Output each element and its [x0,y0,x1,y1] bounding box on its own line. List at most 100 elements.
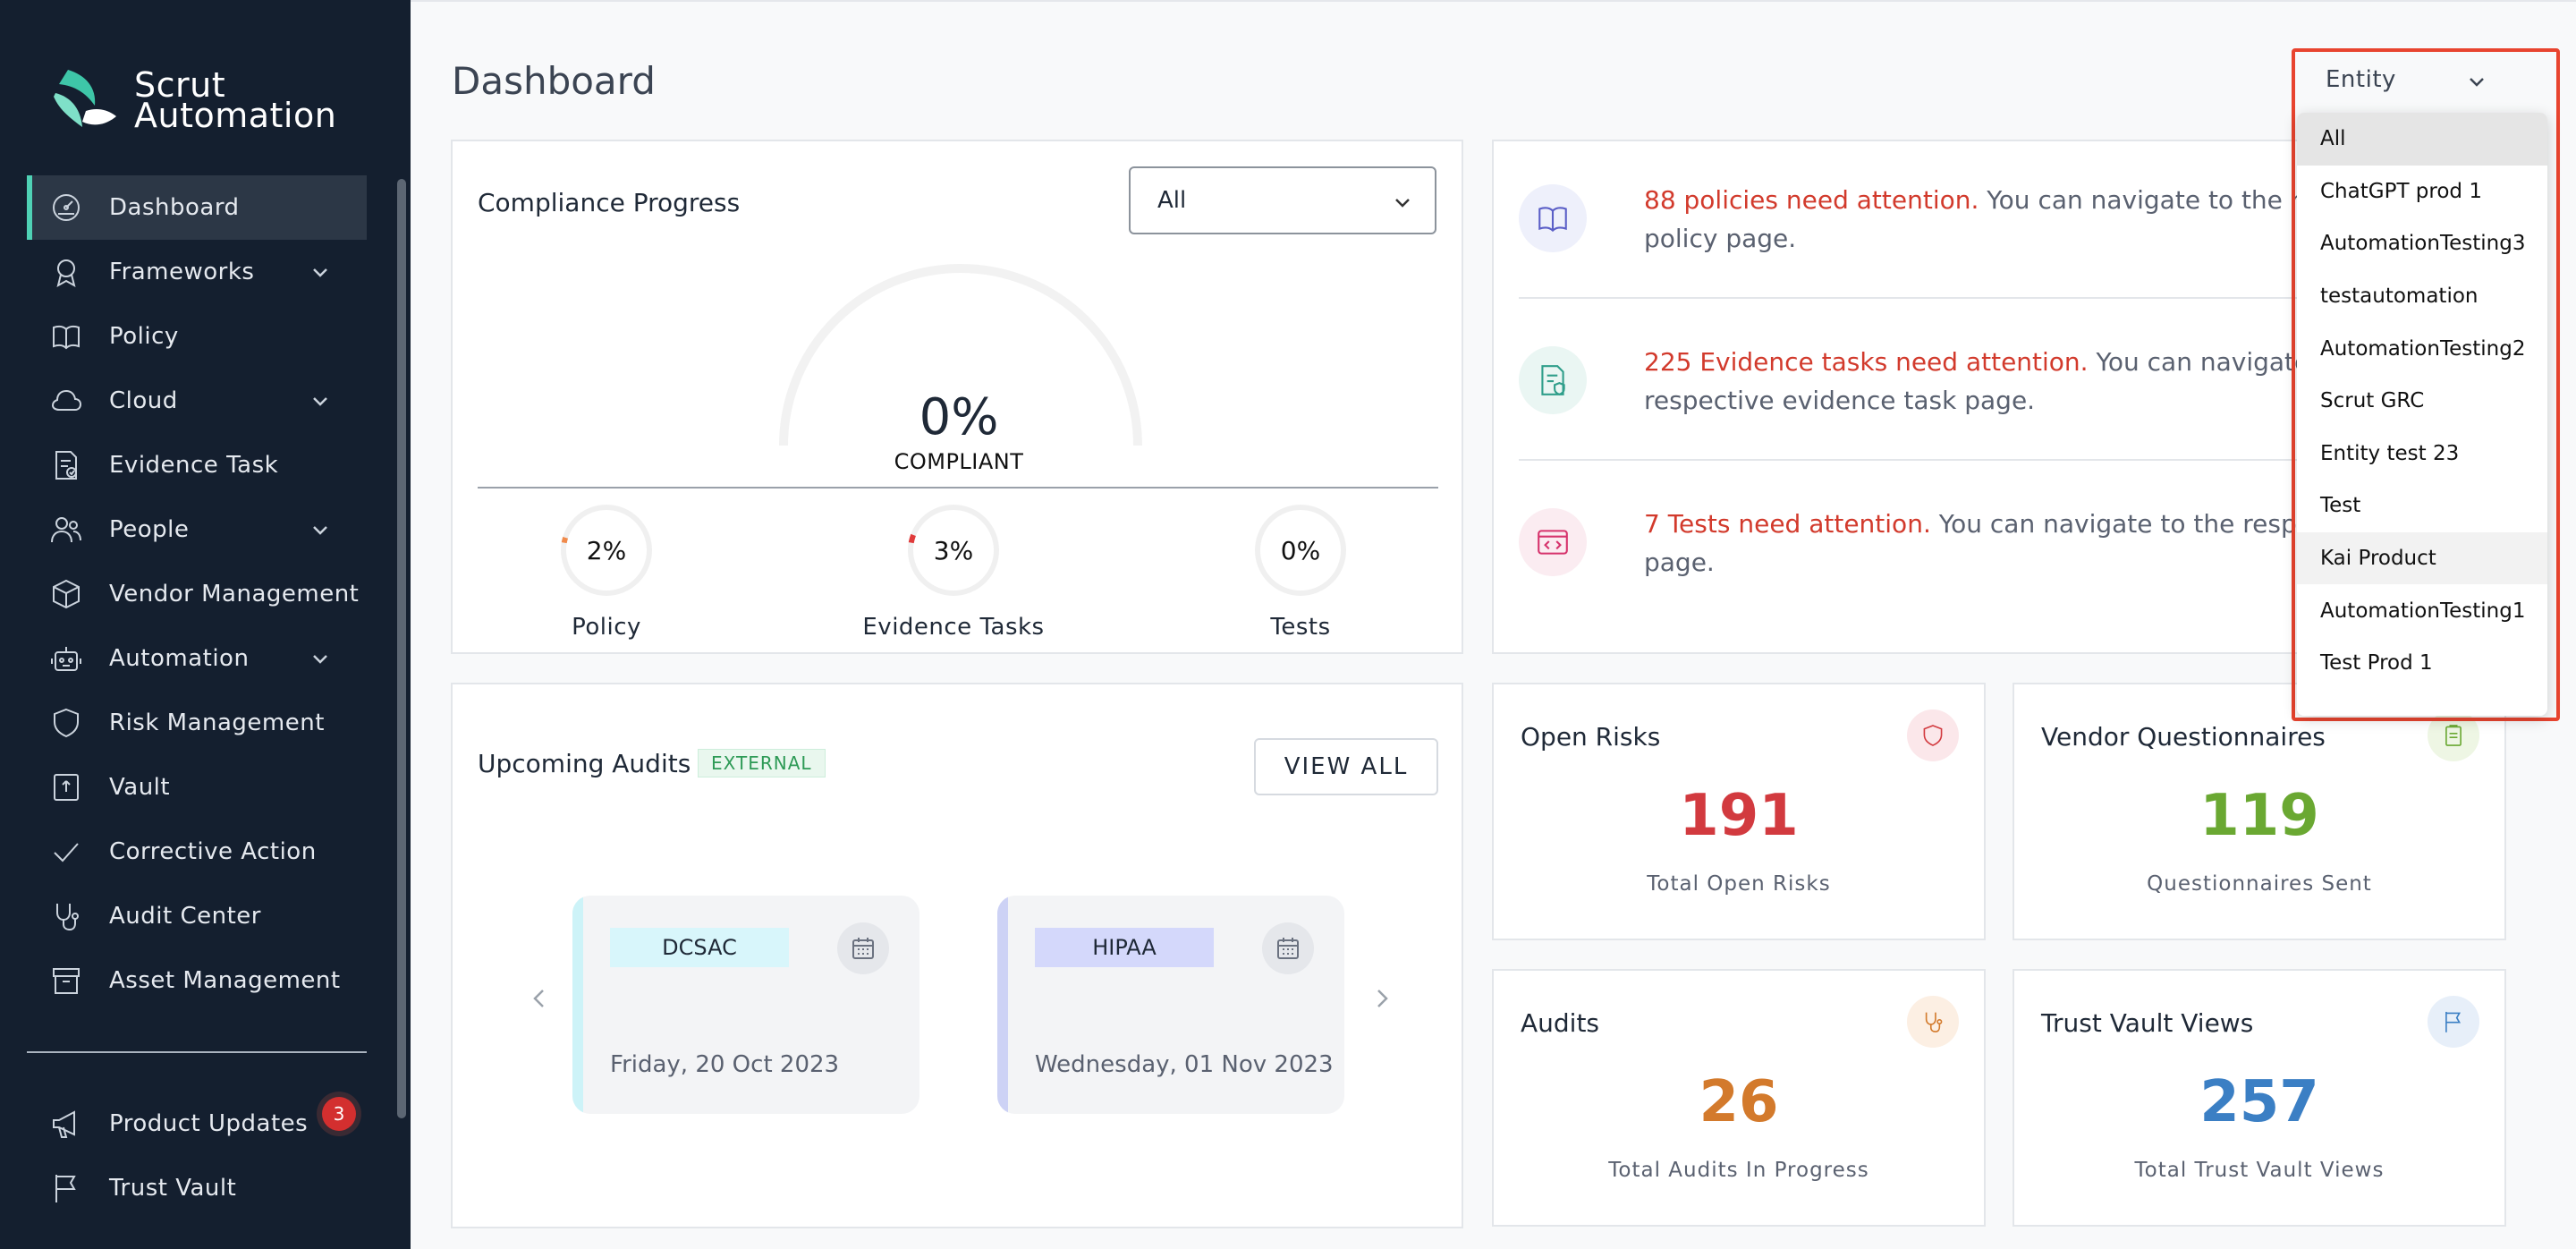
entity-option[interactable]: Test [2320,494,2361,518]
compliance-filter-value: All [1157,187,1187,214]
entity-dropdown-highlight [2292,48,2560,721]
stat-title: Open Risks [1521,722,1661,752]
sidebar-scrollbar[interactable] [397,179,406,1118]
stat-subtitle: Total Audits In Progress [1608,1159,1869,1182]
audit-card[interactable]: DCSAC Friday, 20 Oct 2023 [572,896,919,1114]
entity-option[interactable]: AutomationTesting2 [2320,336,2526,361]
attention-item[interactable]: 225 Evidence tasks need attention. You c… [1519,303,2501,464]
compliance-gauge [779,264,1142,446]
compliance-progress-title: Compliance Progress [478,188,741,217]
upcoming-audits-card: Upcoming Audits EXTERNAL VIEW ALL DCSAC F… [451,683,1463,1228]
stat-card-open-risks[interactable]: Open Risks 191 Total Open Risks [1492,683,1986,940]
sidebar-item-trust-vault[interactable]: Trust Vault [27,1156,367,1220]
sidebar-item-vault[interactable]: Vault [27,755,367,820]
box-icon [48,576,84,612]
sidebar-item-label: Trust Vault [109,1175,237,1202]
sidebar-item-label: Corrective Action [109,838,317,865]
sidebar-item-cloud[interactable]: Cloud [27,369,367,433]
stat-subtitle: Total Open Risks [1647,872,1831,896]
entity-option[interactable]: Test Prod 1 [2320,651,2433,675]
stat-subtitle: Total Trust Vault Views [2134,1159,2385,1182]
entity-option[interactable]: Kai Product [2297,531,2547,585]
stat-card-trust-vault-views[interactable]: Trust Vault Views 257 Total Trust Vault Vi… [2012,969,2506,1227]
stat-value: 119 [2199,783,2319,849]
stat-card-vendor-questionnaires[interactable]: Vendor Questionnaires 119 Questionnaires S… [2012,683,2506,940]
sidebar-item-frameworks[interactable]: Frameworks [27,240,367,304]
stat-value: 26 [1699,1069,1779,1135]
calendar-icon[interactable] [1262,922,1314,974]
sidebar-item-people[interactable]: People [27,497,367,562]
entity-option[interactable]: testautomation [2320,285,2479,309]
chevron-down-icon[interactable] [309,390,331,412]
sidebar-item-automation[interactable]: Automation [27,626,367,691]
chevron-right-icon[interactable] [1368,985,1395,1012]
entity-option[interactable]: AutomationTesting1 [2320,599,2526,623]
award-icon [48,254,84,290]
compliance-divider [478,487,1438,489]
chevron-left-icon[interactable] [526,985,553,1012]
sidebar-item-label: Audit Center [109,903,261,930]
view-all-button[interactable]: VIEW ALL [1254,738,1438,795]
stat-card-audits[interactable]: Audits 26 Total Audits In Progress [1492,969,1986,1227]
sidebar-item-risk-management[interactable]: Risk Management [27,691,367,755]
sidebar-item-label: Automation [109,645,250,672]
sidebar-item-asset-management[interactable]: Asset Management [27,948,367,1013]
entity-dropdown-label[interactable]: Entity [2326,66,2396,93]
sidebar-item-product-updates[interactable]: Product Updates [27,1092,367,1156]
compliance-breakdown-item[interactable]: 3% Evidence Tasks [837,503,1070,641]
entity-option[interactable]: All [2297,113,2547,166]
attention-highlight[interactable]: 88 policies need attention. [1644,185,1979,215]
sidebar-item-label: Cloud [109,387,178,414]
sidebar-divider [27,1051,367,1053]
brand-line2: Automation [134,96,337,135]
sidebar-nav: Dashboard Frameworks Policy Cloud Evidence T… [27,175,367,1013]
sidebar-item-evidence-task[interactable]: Evidence Task [27,433,367,497]
stat-value: 257 [2199,1069,2319,1135]
file-check-icon [48,447,84,483]
attention-highlight[interactable]: 225 Evidence tasks need attention. [1644,347,2089,377]
sidebar-item-vendor-management[interactable]: Vendor Management [27,562,367,626]
audit-date: Wednesday, 01 Nov 2023 [1035,1051,1334,1078]
entity-option[interactable]: ChatGPT prod 1 [2320,179,2482,203]
entity-option[interactable]: Scrut GRC [2320,389,2425,413]
top-border [411,0,2576,2]
attention-item[interactable]: 88 policies need attention. You can navi… [1519,141,2501,302]
sidebar-item-dashboard[interactable]: Dashboard [27,175,367,240]
attention-highlight[interactable]: 7 Tests need attention. [1644,509,1931,539]
sidebar-item-audit-center[interactable]: Audit Center [27,884,367,948]
book-icon [1519,184,1587,252]
sidebar-item-label: Product Updates [109,1110,309,1137]
robot-icon [48,641,84,676]
chevron-down-icon[interactable] [2465,70,2488,93]
sidebar-bottom-nav: Product Updates Trust Vault [27,1092,367,1220]
entity-dropdown-menu: All ChatGPT prod 1 AutomationTesting3 testa… [2297,113,2547,716]
stethoscope-icon [48,898,84,934]
breakdown-percent: 3% [933,535,974,565]
chevron-down-icon [1392,191,1413,213]
sidebar-item-policy[interactable]: Policy [27,304,367,369]
audit-framework-tag: HIPAA [1035,928,1214,967]
calendar-icon[interactable] [837,922,889,974]
brand-logo[interactable]: Scrut Automation [50,66,336,134]
sidebar: Scrut Automation Dashboard Frameworks Poli… [0,0,411,1249]
compliance-progress-card: Compliance Progress All 0% COMPLIANT 2% P… [451,140,1463,654]
breakdown-percent: 2% [586,535,627,565]
sidebar-item-label: Policy [109,323,179,350]
sidebar-item-corrective-action[interactable]: Corrective Action [27,820,367,884]
people-icon [48,512,84,548]
chevron-down-icon[interactable] [309,261,331,283]
chevron-down-icon[interactable] [309,519,331,540]
compliance-filter-select[interactable]: All [1129,166,1436,234]
brand-name: Scrut Automation [134,68,337,135]
audit-card[interactable]: HIPAA Wednesday, 01 Nov 2023 [997,896,1344,1114]
code-window-icon [1519,508,1587,576]
entity-option[interactable]: Entity test 23 [2320,441,2460,465]
entity-option[interactable]: AutomationTesting3 [2320,232,2526,256]
chevron-down-icon[interactable] [309,648,331,669]
megaphone-icon [48,1106,84,1142]
audit-date: Friday, 20 Oct 2023 [610,1051,840,1078]
audit-framework-tag: DCSAC [610,928,789,967]
compliance-breakdown-item[interactable]: 0% Tests [1184,503,1417,641]
attention-rest: You can navigate to the respective evide… [1644,347,2393,415]
compliance-breakdown-item[interactable]: 2% Policy [490,503,723,641]
